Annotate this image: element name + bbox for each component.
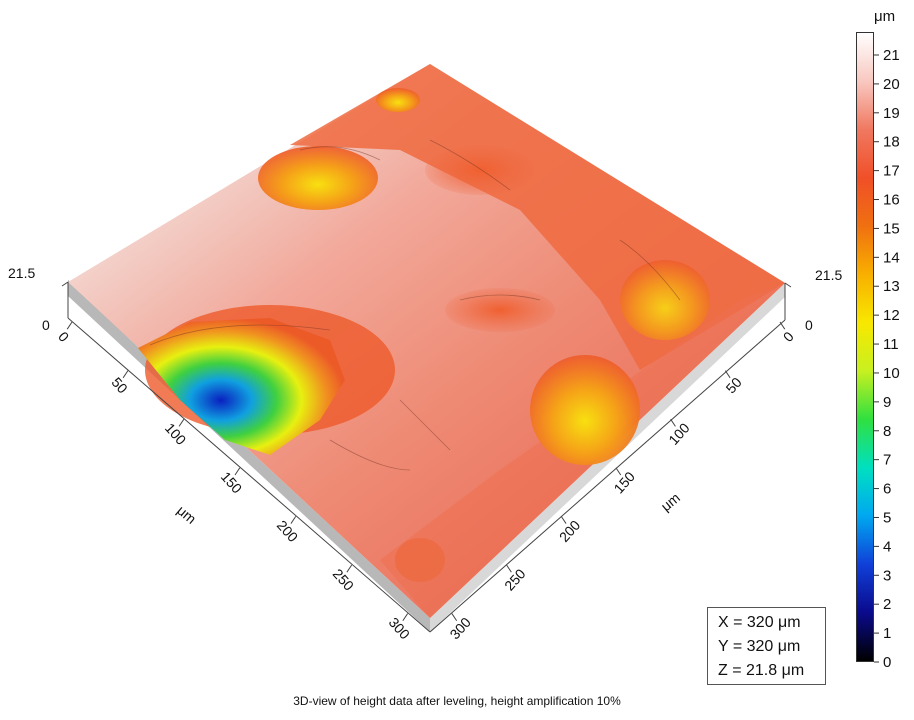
leftAxis-tick-mark [290,516,297,524]
colorbar-tick-label: 9 [883,394,891,411]
surface-ridge-mid [425,145,535,195]
leftAxis-tick-mark [122,370,129,379]
leftAxis-tick-label: 100 [162,420,190,448]
leftAxis-tick-label: 0 [55,328,72,345]
dimension-z: Z = 21.8 μm [718,662,805,679]
leftAxis-tick-mark [178,418,185,427]
colorbar-tick-label: 3 [883,567,891,584]
colorbar-tick-label: 13 [883,278,900,295]
surface-spot-top-right [376,88,420,112]
z-left-min-label: 0 [42,317,50,333]
rightAxis-tick-label: 300 [446,614,474,642]
surface-texture [149,139,681,471]
z-left-max-label: 21.5 [8,265,35,281]
colorbar-tick-label: 4 [883,538,891,555]
rightAxis-tick-mark [560,516,567,524]
leftAxis-tick-label: 250 [330,566,358,594]
leftAxis-tick-mark [402,613,409,622]
colorbar-tick-label: 11 [883,336,899,353]
leftAxis-tick-label: 300 [386,614,414,642]
colorbar-tick-label: 17 [883,163,900,180]
dimension-x: X = 320 μm [718,614,801,631]
surface-crater [138,318,345,455]
colorbar-tick-label: 5 [883,509,891,526]
rightAxis-tick-label: 200 [556,517,584,545]
colorbar-tick-label: 14 [883,249,900,266]
rightAxis-tick-label: 250 [501,565,529,593]
surface-ridge-center [445,288,555,332]
rightAxis-tick-label: 100 [665,420,693,448]
colorbar-unit: μm [874,8,896,25]
surface-spot-lower [530,355,640,465]
colorbar-tick-label: 21 [883,47,900,64]
colorbar [856,32,874,662]
rightAxis-tick-mark [615,467,622,476]
rightAxis-tick-mark [451,613,458,622]
dimensions-box: X = 320 μm Y = 320 μm Z = 21.8 μm [707,607,826,685]
left-axis-unit: μm [174,502,199,527]
surface-spot-bottom [395,538,445,582]
rightAxis-tick-mark [670,418,676,427]
leftAxis-tick-mark [234,467,241,476]
leftAxis-tick-mark [66,321,73,330]
z-right-max-label: 21.5 [815,267,842,283]
surface-spot-right [620,260,710,340]
rightAxis-tick-mark [506,564,512,573]
leftAxis-tick-mark [346,564,353,573]
colorbar-tick-label: 7 [883,452,891,469]
dimension-y: Y = 320 μm [718,638,801,655]
rightAxis-tick-mark [779,321,786,330]
colorbar-tick-label: 2 [883,596,891,613]
colorbar-tick-label: 6 [883,481,891,498]
z-right-min-label: 0 [805,317,813,333]
colorbar-tick-label: 20 [883,76,900,93]
rightAxis-tick-label: 150 [610,468,638,496]
colorbar-tick-label: 12 [883,307,900,324]
rightAxis-tick-label: 50 [722,374,744,396]
rightAxis-tick-mark [724,370,731,379]
surface-spot-top [258,146,378,210]
right-axis-unit: μm [658,489,683,514]
rightAxis-tick-label: 0 [780,328,797,345]
leftAxis-tick-label: 50 [108,374,130,396]
colorbar-tick-label: 18 [883,134,900,151]
colorbar-tick-label: 15 [883,220,900,237]
colorbar-tick-label: 8 [883,423,891,440]
colorbar-tick-label: 16 [883,192,900,209]
leftAxis-tick-label: 150 [218,468,246,496]
colorbar-tick-label: 0 [883,654,891,671]
colorbar-tick-label: 10 [883,365,900,382]
colorbar-tick-label: 1 [883,625,891,642]
colorbar-tick-label: 19 [883,105,900,122]
figure-caption: 3D-view of height data after leveling, h… [293,694,621,708]
leftAxis-tick-label: 200 [274,517,302,545]
